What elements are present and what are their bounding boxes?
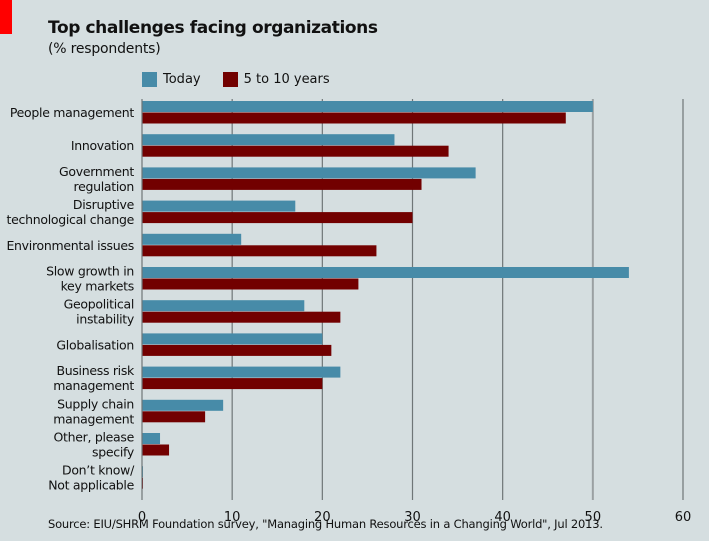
x-tick-label: 40 — [494, 510, 511, 525]
x-tick-label: 30 — [404, 510, 421, 525]
chart-subtitle: (% respondents) — [48, 41, 161, 57]
category-label: Slow growth in key markets — [46, 264, 134, 294]
legend: Today 5 to 10 years — [142, 72, 352, 87]
category-label-line: Supply chain — [57, 396, 134, 411]
category-label-line: key markets — [61, 279, 134, 294]
category-label-line: Innovation — [71, 138, 134, 153]
source-note: Source: EIU/SHRM Foundation survey, "Man… — [48, 517, 603, 531]
category-label-line: management — [53, 378, 134, 393]
category-label: Environmental issues — [6, 238, 134, 253]
category-label: Innovation — [71, 138, 134, 153]
category-label-line: People management — [10, 105, 135, 120]
bar-today — [142, 366, 341, 378]
bar-5-to-10-years — [142, 311, 341, 323]
bar-today — [142, 101, 593, 112]
category-label-line: management — [53, 411, 134, 426]
bar-today — [142, 200, 296, 212]
category-label-line: Other, please — [54, 430, 135, 445]
bar-5-to-10-years — [142, 178, 422, 190]
bar-today — [142, 433, 161, 444]
category-label-line: Globalisation — [56, 337, 134, 352]
category-label: Geopolitical instability — [64, 297, 135, 327]
category-label: Business risk management — [53, 363, 135, 393]
chart-title: Top challenges facing organizations — [48, 18, 378, 38]
category-label-line: Environmental issues — [6, 238, 134, 253]
bar-today — [142, 333, 323, 345]
x-tick-label: 0 — [138, 510, 146, 525]
legend-item-5-to-10-years: 5 to 10 years — [222, 72, 330, 87]
x-tick-label: 10 — [224, 510, 241, 525]
x-tick-label: 50 — [585, 510, 602, 525]
bar-today — [142, 134, 395, 146]
bar-today — [142, 267, 629, 278]
category-label-line: instability — [76, 312, 135, 327]
bar-5-to-10-years — [142, 411, 206, 423]
legend-item-today: Today — [142, 72, 201, 87]
legend-label-5-to-10-years: 5 to 10 years — [243, 72, 330, 87]
brand-mark — [0, 0, 12, 34]
legend-swatch-today — [142, 72, 157, 87]
category-label: Disruptive technological change — [7, 197, 135, 227]
category-label-line: technological change — [7, 212, 135, 227]
category-label: Other, please specify — [54, 430, 135, 460]
category-label: Government regulation — [59, 164, 134, 194]
x-tick-label: 60 — [675, 510, 692, 525]
category-label-line: Don’t know/ — [62, 463, 135, 478]
category-label: Supply chain management — [53, 396, 134, 426]
bar-5-to-10-years — [142, 245, 377, 257]
category-label-line: Government — [59, 164, 134, 179]
category-label-line: specify — [92, 445, 135, 460]
bar-5-to-10-years — [142, 212, 413, 224]
bar-5-to-10-years — [142, 278, 359, 290]
category-label-line: Disruptive — [73, 197, 135, 212]
category-label-line: Geopolitical — [64, 297, 134, 312]
category-label: Globalisation — [56, 337, 134, 352]
bar-today — [142, 300, 305, 312]
category-label-line: Not applicable — [48, 478, 134, 493]
bar-today — [142, 167, 476, 179]
x-tick-label: 20 — [314, 510, 331, 525]
category-label: Don’t know/Not applicable — [48, 463, 135, 493]
legend-label-today: Today — [163, 72, 201, 87]
bar-5-to-10-years — [142, 344, 332, 356]
bar-5-to-10-years — [142, 378, 323, 390]
category-label-line: regulation — [74, 179, 135, 194]
bar-5-to-10-years — [142, 145, 449, 157]
bar-5-to-10-years — [142, 112, 566, 124]
bar-today — [142, 399, 224, 411]
category-label: People management — [10, 105, 135, 120]
legend-swatch-5-to-10-years — [222, 72, 238, 87]
bar-today — [142, 233, 242, 245]
category-label-line: Slow growth in — [46, 264, 134, 279]
category-label-line: Business risk — [56, 363, 135, 378]
bar-5-to-10-years — [142, 444, 170, 456]
